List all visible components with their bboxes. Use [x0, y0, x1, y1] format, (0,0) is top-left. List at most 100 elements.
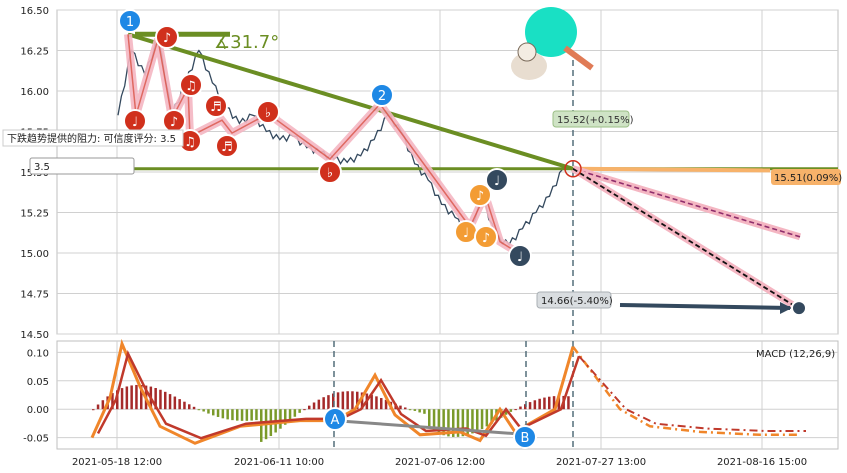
y-tick-label: 14.75	[20, 290, 49, 301]
note-badge-red: ♭	[265, 106, 271, 121]
macd-hist-bar	[351, 391, 354, 410]
current-label-box	[552, 110, 630, 128]
macd-hist-bar	[293, 409, 297, 417]
macd-hist-bar	[245, 409, 249, 421]
resistance-label: 下跌趋势提供的阻力: 可信度评分: 3.5	[7, 132, 176, 145]
macd-hist-bar	[231, 409, 234, 421]
macd-hist-bar	[236, 409, 239, 421]
macd-hist-bar	[317, 399, 321, 410]
pivot-marker-2-bg	[370, 83, 394, 107]
macd-hist-bar	[480, 409, 484, 430]
macd-y-tick-label: 0.00	[27, 405, 49, 416]
x-tick-label: 2021-07-06 12:00	[395, 457, 485, 468]
macd-y-tick-label: 0.05	[27, 377, 49, 388]
macd-hist-bar	[442, 409, 445, 436]
forecast-pink-band	[571, 165, 802, 241]
macd-marker-a-bg	[323, 407, 347, 431]
macd-hist-bar	[514, 409, 517, 411]
target-label-box	[536, 291, 612, 309]
macd-hist-bar	[384, 399, 388, 410]
note-badge-orange-bg	[474, 225, 498, 249]
note-badge-orange: ♪	[476, 189, 484, 204]
macd-hist-bar	[168, 394, 172, 410]
x-tick-label: 2021-08-16 15:00	[717, 457, 807, 468]
target-arrow	[619, 303, 791, 310]
macd-hist-bar	[154, 387, 157, 410]
macd-hist-bar	[159, 389, 162, 410]
macd-hist-bar	[437, 409, 441, 434]
macd-hist-bar	[192, 406, 196, 410]
macd-hist-bar	[447, 409, 450, 437]
macd-hist-bar	[183, 401, 186, 410]
macd-hist-bar	[476, 409, 479, 432]
note-badge-dark: ♩	[494, 174, 500, 189]
macd-hist-bar	[356, 391, 359, 410]
macd-hist-bar	[490, 409, 493, 424]
overlay-annotations: ♩ ♪ ♫ ♪ ♫ ♬ ♬ ♭ ♭ ♪ ♩ ♪ ♩ ♩ 1 2	[50, 7, 838, 449]
macd-hist-bar	[120, 388, 124, 410]
y-tick-label: 15.25	[20, 209, 49, 220]
macd-hist-bar	[528, 402, 532, 410]
macd-hist-bar	[413, 409, 417, 411]
mascot-handle	[563, 45, 594, 71]
note-badge-dark: ♩	[517, 250, 523, 265]
macd-marker-b-bg	[513, 425, 537, 449]
macd-label: MACD (12,26,9)	[756, 349, 835, 360]
macd-hist-bar	[375, 396, 378, 410]
signal-forecast	[578, 355, 806, 432]
forecast-label: 15.51(0.09%)	[774, 173, 842, 184]
macd-hist-bar	[298, 409, 301, 413]
angle-label: ∡31.7°	[214, 32, 279, 53]
downtrend-line	[127, 32, 574, 171]
y-tick-label: 16.00	[20, 87, 49, 98]
macd-hist-bar	[116, 390, 119, 410]
macd-forecast	[571, 345, 800, 437]
note-badge-red-bg	[155, 25, 179, 49]
macd-hist-bar	[341, 391, 345, 410]
note-badge-orange: ♩	[463, 226, 469, 241]
macd-hist-bar	[485, 409, 489, 427]
macd-hist-bar	[303, 409, 306, 411]
macd-hist-bar	[216, 409, 220, 417]
macd-hist-bar	[212, 409, 215, 416]
macd-hist-bar	[404, 407, 407, 410]
target-dot	[791, 300, 807, 317]
note-badge-red: ♩	[132, 115, 138, 130]
macd-hist-bar	[557, 395, 561, 410]
macd-hist-bar	[92, 409, 95, 411]
macd-hist-bar	[399, 405, 402, 410]
macd-marker-b: B	[521, 431, 530, 446]
macd-hist-bar	[548, 396, 551, 410]
macd-hist-bar	[423, 409, 426, 414]
note-badge-red-bg	[256, 100, 280, 124]
note-badge-dark-bg	[508, 244, 532, 268]
macd-hist-bar	[336, 392, 340, 410]
macd-hist-bar	[125, 386, 129, 410]
x-tick-label: 2021-07-27 13:00	[556, 457, 646, 468]
macd-hist-bar	[140, 385, 143, 410]
macd-hist-bar	[418, 409, 421, 413]
macd-hist-bar	[188, 404, 191, 410]
y-tick-label: 14.50	[20, 330, 49, 341]
macd-hist-bar	[284, 409, 287, 425]
y-tick-label: 15.00	[20, 249, 49, 260]
macd-hist-bar	[380, 398, 383, 410]
note-badge-red: ♫	[184, 135, 196, 150]
macd-hist-bar	[240, 409, 244, 421]
x-tick-label: 2021-05-18 12:00	[72, 457, 162, 468]
grid-lines	[57, 9, 838, 449]
macd-hist-bar	[308, 405, 311, 410]
macd-hist-bar	[456, 409, 460, 437]
macd-series: AB	[90, 338, 806, 449]
y-tick-label: 16.25	[20, 47, 49, 58]
macd-hist-bar	[346, 391, 349, 410]
macd-hist-bar	[552, 396, 556, 410]
note-badge-red: ♫	[185, 79, 197, 94]
note-badge-red-bg	[215, 134, 239, 158]
forecast-target-line	[572, 167, 799, 309]
macd-marker-a: A	[331, 413, 340, 428]
note-badge-red: ♬	[210, 100, 222, 115]
y-tick-label: 16.50	[20, 6, 49, 17]
signal-line	[96, 350, 581, 440]
mascot-dog	[511, 52, 547, 80]
